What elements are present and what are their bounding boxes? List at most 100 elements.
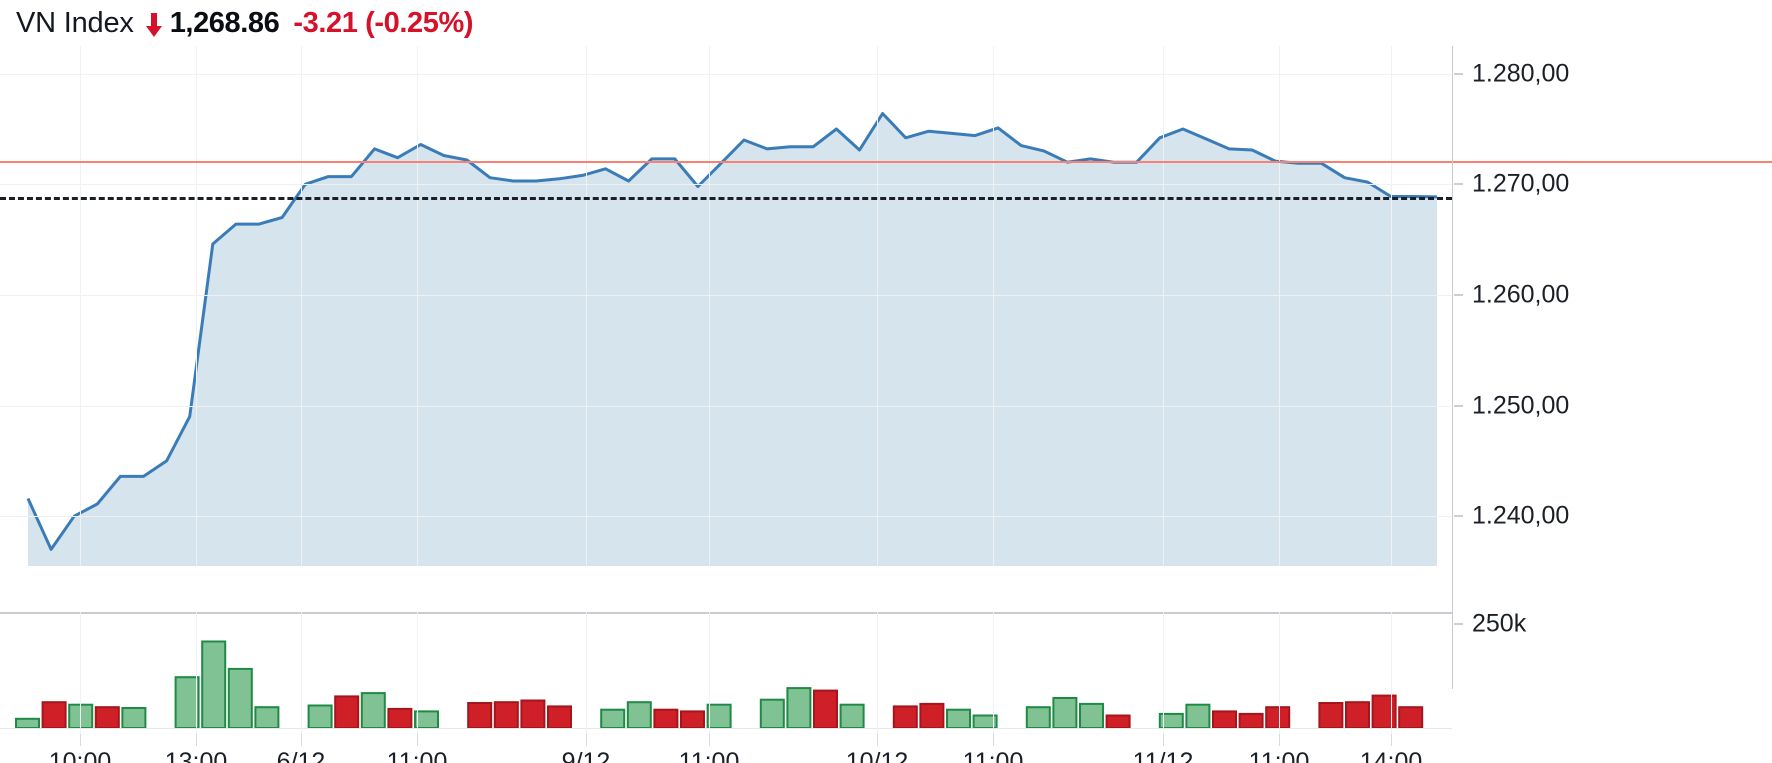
volume-bar	[414, 710, 439, 730]
gridline-vertical	[586, 612, 587, 734]
volume-bar	[1345, 701, 1370, 729]
x-axis-tick-mark	[80, 734, 81, 746]
quote-header: VN Index 1,268.86 -3.21 (-0.25%)	[0, 0, 1772, 46]
volume-baseline	[0, 728, 1452, 729]
x-axis-tick-mark	[1391, 734, 1392, 746]
volume-bar	[520, 699, 546, 729]
price-pane[interactable]: Investing.com	[0, 46, 1452, 566]
volume-bar	[919, 702, 945, 730]
gridline-vertical	[196, 46, 197, 566]
volume-axis-label: 250k	[1472, 609, 1527, 638]
x-axis-tick-label: 11/12	[1132, 748, 1194, 763]
x-axis-tick-mark	[1163, 734, 1164, 746]
gridline-vertical	[1391, 612, 1392, 734]
gridline-vertical	[417, 46, 418, 566]
down-arrow-icon	[144, 12, 164, 38]
x-axis-tick-mark	[709, 734, 710, 746]
volume-bar	[1318, 702, 1344, 729]
volume-bar	[1238, 712, 1264, 730]
gridline-horizontal	[0, 73, 1452, 75]
x-axis-tick-label: 11:00	[386, 748, 448, 763]
y-axis-tick-mark	[1454, 73, 1463, 75]
price-change: -3.21 (-0.25%)	[293, 6, 474, 39]
volume-bar	[254, 706, 280, 729]
gridline-vertical	[301, 46, 302, 566]
gridline-horizontal	[0, 294, 1452, 296]
volume-bar	[334, 695, 360, 730]
price-area-fill	[28, 113, 1437, 566]
gridline-horizontal	[0, 405, 1452, 407]
gridline-vertical	[417, 612, 418, 734]
gridline-vertical	[196, 612, 197, 734]
volume-bar	[813, 689, 838, 729]
x-axis-tick-mark	[417, 734, 418, 746]
gridline-vertical	[709, 46, 710, 566]
y-axis-line	[1452, 46, 1453, 689]
volume-bar	[15, 717, 40, 730]
y-axis-tick-mark	[1454, 515, 1463, 517]
x-axis-tick-mark	[586, 734, 587, 746]
volume-bar	[174, 676, 200, 729]
gridline-vertical	[1279, 612, 1280, 734]
page-title: VN Index	[16, 6, 134, 39]
gridline-vertical	[709, 612, 710, 734]
last-price: 1,268.86	[169, 6, 280, 39]
volume-bar	[1371, 694, 1397, 729]
volume-bar	[94, 706, 120, 729]
y-axis-tick-label: 1.250,00	[1472, 391, 1570, 420]
reference-price-line	[0, 161, 1772, 164]
y-axis-tick-label: 1.270,00	[1472, 169, 1570, 198]
volume-bar	[759, 698, 785, 729]
volume-bar	[1052, 697, 1078, 729]
chart-container[interactable]: Investing.com 10:00 13:00 6/12 11:00 9/12 11:…	[0, 46, 1772, 763]
x-axis-tick-mark	[196, 734, 197, 746]
gridline-vertical	[80, 46, 81, 566]
volume-bar	[121, 707, 147, 729]
gridline-vertical	[993, 612, 994, 734]
x-axis-tick-label: 13:00	[164, 748, 228, 763]
x-axis-tick-mark	[877, 734, 878, 746]
y-axis-tick-label: 1.240,00	[1472, 501, 1570, 530]
volume-bar	[946, 708, 971, 729]
gridline-vertical	[1279, 46, 1280, 566]
volume-bar	[626, 701, 652, 729]
y-axis-tick-mark	[1454, 183, 1463, 185]
x-axis-tick-label: 9/12	[561, 748, 611, 763]
gridline-horizontal	[0, 184, 1452, 186]
volume-bar	[201, 640, 227, 729]
volume-pane[interactable]	[0, 612, 1452, 734]
x-axis-tick-label: 14:00	[1359, 748, 1423, 763]
gridline-vertical	[301, 612, 302, 734]
gridline-vertical	[80, 612, 81, 734]
current-price-line	[0, 196, 1452, 200]
x-axis-tick-mark	[301, 734, 302, 746]
gridline-vertical	[1163, 612, 1164, 734]
volume-bar	[786, 687, 812, 729]
y-axis[interactable]: 1.280,00 1.270,00 1.260,00 1.250,00 1.240,00…	[1452, 46, 1772, 763]
x-axis: 10:00 13:00 6/12 11:00 9/12 11:00 10/12 11:00 11…	[0, 734, 1452, 763]
volume-bar	[41, 701, 67, 729]
volume-bar	[1398, 706, 1424, 729]
volume-bar	[680, 710, 705, 730]
volume-bar	[600, 708, 626, 729]
x-axis-tick-mark	[993, 734, 994, 746]
x-axis-tick-label: 10:00	[48, 748, 112, 763]
volume-bar	[1105, 714, 1131, 729]
gridline-vertical	[1163, 46, 1164, 566]
volume-bar	[547, 705, 572, 730]
volume-bar	[467, 702, 493, 729]
x-axis-tick-label: 11:00	[1248, 748, 1310, 763]
volume-bar	[653, 708, 679, 729]
y-axis-tick-mark	[1454, 294, 1463, 296]
y-axis-tick-mark	[1454, 405, 1463, 407]
x-axis-tick-label: 11:00	[962, 748, 1024, 763]
y-axis-tick-label: 1.280,00	[1472, 59, 1570, 88]
volume-bar	[839, 703, 865, 729]
gridline-vertical	[1391, 46, 1392, 566]
price-area-series	[26, 112, 1438, 566]
gridline-horizontal	[0, 516, 1452, 518]
volume-bar	[307, 704, 333, 729]
volume-bar	[387, 707, 413, 730]
volume-bar	[1265, 706, 1291, 729]
